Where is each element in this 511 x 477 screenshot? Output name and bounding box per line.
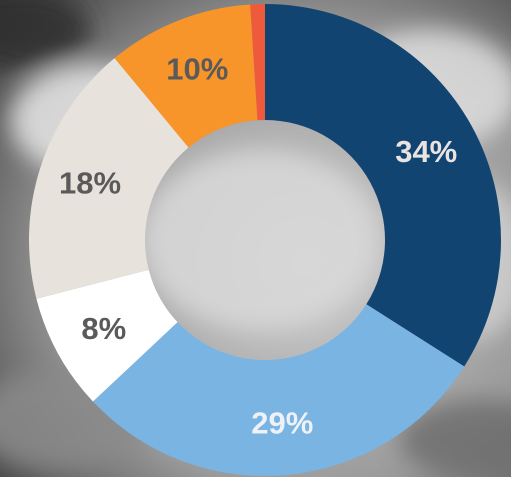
slice-3	[29, 58, 189, 299]
slice-5	[250, 4, 265, 121]
slice-4	[114, 4, 258, 148]
slice-label-2: 8%	[81, 311, 126, 346]
slice-label-3: 18%	[59, 166, 121, 201]
slice-0	[265, 4, 501, 367]
slice-label-1: 29%	[251, 406, 313, 441]
slice-label-4: 10%	[166, 51, 228, 86]
slice-1	[92, 304, 465, 476]
slice-2	[36, 269, 178, 402]
slice-label-0: 34%	[395, 134, 457, 169]
